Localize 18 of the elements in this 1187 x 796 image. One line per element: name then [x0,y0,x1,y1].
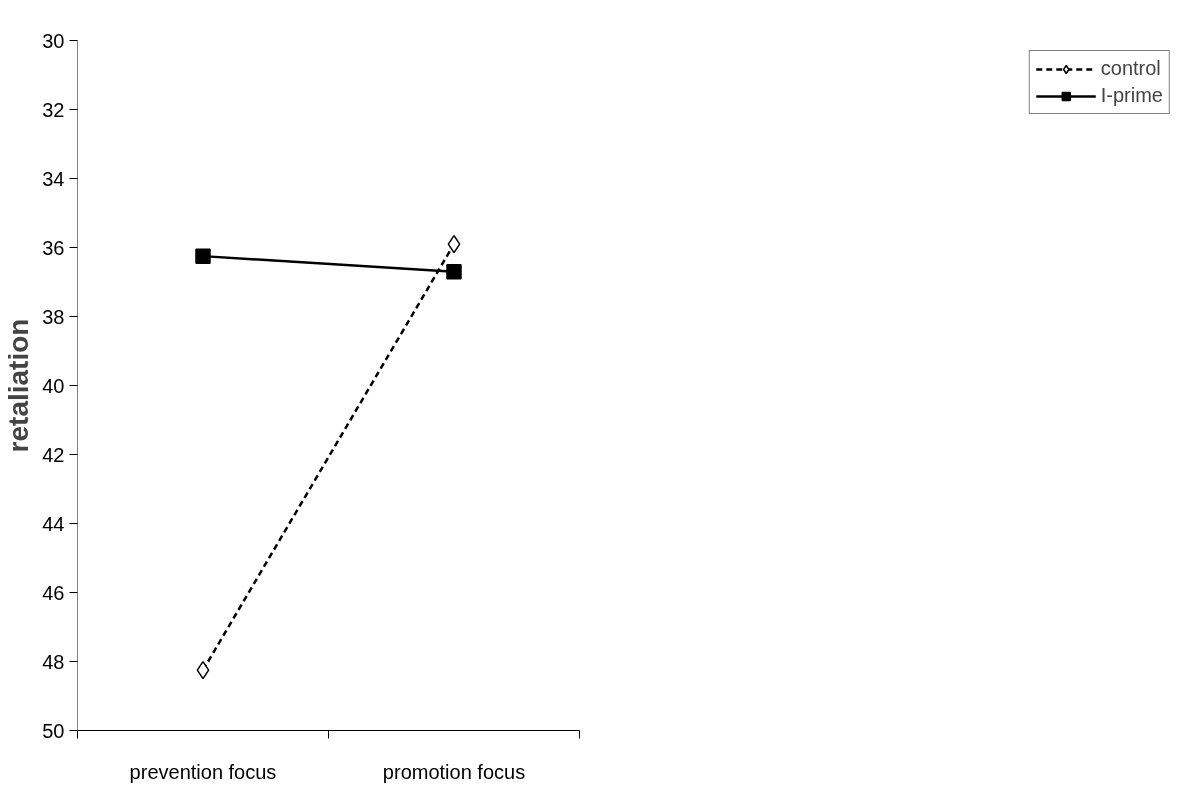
y-axis-title: retaliation [3,318,35,453]
y-tick-label: 38 [42,305,65,328]
x-tick-label: prevention focus [129,760,277,783]
y-tick-label: 32 [42,98,65,121]
y-tick-label: 42 [42,443,65,466]
point [195,248,211,264]
y-tick-label: 50 [42,719,65,742]
y-tick-label: 30 [42,29,65,52]
y-tick-label: 36 [42,236,65,259]
y-tick-label: 48 [42,650,65,673]
y-tick-label: 34 [42,167,65,190]
legend-label: control [1100,57,1161,80]
point [446,263,462,280]
legend-label: I-prime [1100,84,1163,107]
y-tick-label: 44 [42,512,65,535]
y-tick-label: 46 [42,581,65,604]
x-tick-label: promotion focus [382,760,526,783]
y-tick-label: 40 [42,374,65,397]
